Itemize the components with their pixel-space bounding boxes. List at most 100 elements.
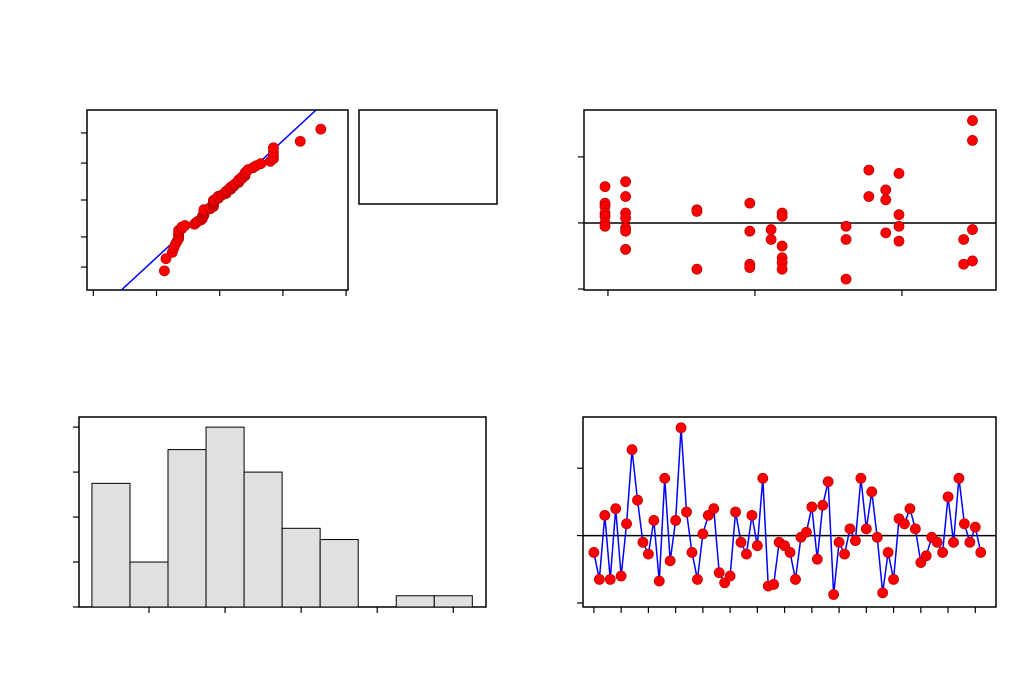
histogram-bar [319,539,359,608]
data-point [893,209,905,221]
data-point [653,575,665,587]
histogram-bar [205,426,245,608]
data-point [632,494,643,506]
data-point [659,472,671,484]
data-point [620,191,631,202]
data-point [664,555,676,567]
plot-frame [583,109,997,291]
data-point [599,509,611,521]
data-point [967,255,978,267]
data-point [850,535,861,547]
data-point [844,523,856,535]
data-point [757,472,769,484]
data-point [909,523,921,535]
data-point [942,491,954,503]
data-point [294,135,306,147]
data-point [828,589,840,600]
data-point [160,253,172,265]
data-point [784,547,796,558]
data-point [670,515,682,526]
data-point [833,536,845,548]
data-point [604,573,616,585]
data-point [948,536,959,548]
data-point [964,536,976,548]
histogram-bar [243,471,283,608]
data-point [765,224,777,235]
histogram-bar [395,595,435,608]
data-point [776,210,788,222]
data-point [675,422,687,434]
data-point [159,265,170,277]
data-point [866,486,878,498]
data-point [840,234,852,245]
data-point [811,553,823,565]
data-point [692,573,703,585]
data-point [904,503,916,515]
data-point [744,262,756,273]
data-point [599,220,611,232]
data-point [621,518,632,530]
data-point [840,273,852,285]
data-point [871,531,883,543]
data-point [179,220,191,231]
data-point [888,573,899,585]
data-point [800,526,812,538]
data-point [744,225,756,237]
data-point [713,567,725,579]
data-point [975,547,987,558]
data-point [588,547,600,558]
data-point [255,158,267,170]
data-point [691,205,703,217]
data-point [724,570,736,582]
data-point [642,548,654,560]
data-point [620,212,631,224]
data-point [817,499,829,511]
data-point [744,197,756,209]
data-point [937,547,949,558]
data-point [637,536,649,548]
data-point [620,225,631,237]
data-point [863,164,875,176]
data-point [620,176,631,188]
data-point [967,224,978,235]
data-point [615,570,627,582]
data-point [776,240,788,252]
histogram-bar [167,449,207,608]
plot-frame [582,416,997,608]
data-point [863,191,875,202]
data-point [899,518,910,530]
data-point [686,547,698,558]
data-point [315,123,327,135]
data-point [855,472,867,484]
data-point [626,444,638,456]
data-point [967,115,978,126]
histogram-bar [91,482,131,608]
histogram-bar [433,595,473,608]
data-point [967,134,978,146]
data-point [860,523,872,535]
legend-box [358,109,498,205]
data-point [708,503,720,515]
data-point [620,243,631,255]
data-point [735,536,747,548]
data-point [882,547,894,558]
data-point [893,235,905,247]
data-point [746,509,758,521]
data-point [931,536,943,548]
data-point [648,515,660,526]
histogram-bar [281,527,321,608]
data-point [751,540,763,552]
data-point [593,573,605,585]
data-point [880,194,892,206]
data-point [880,184,892,196]
data-point [806,501,818,513]
data-point [268,142,279,154]
data-point [893,220,905,232]
data-point [599,181,611,193]
data-point [697,528,709,540]
data-point [822,476,834,488]
data-point [958,234,970,245]
data-point [880,227,892,239]
data-point [839,548,850,560]
